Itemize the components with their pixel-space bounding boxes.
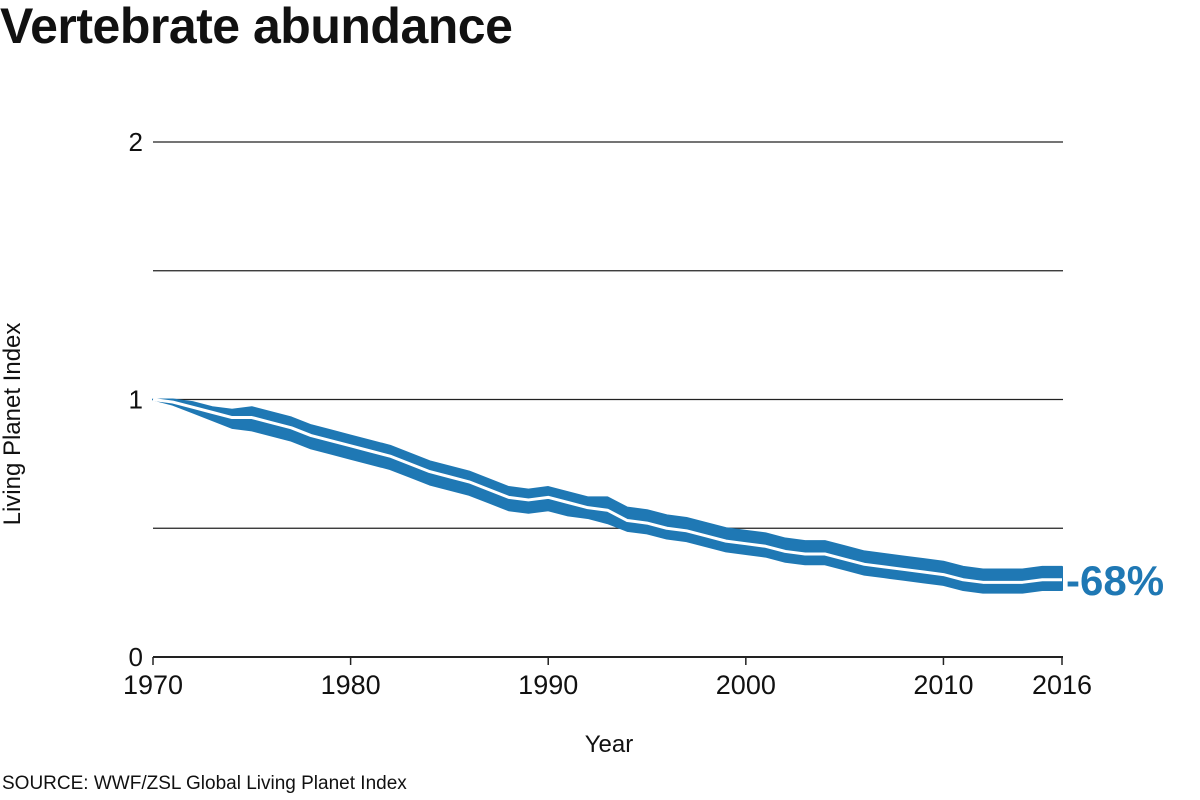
x-tick-label: 1980 (321, 670, 381, 700)
x-tick-label: 2010 (913, 670, 973, 700)
chart-title: Vertebrate abundance (0, 0, 513, 54)
index-line (152, 398, 1062, 584)
y-axis-title: Living Planet Index (0, 323, 26, 526)
x-tick-label: 1970 (123, 670, 183, 700)
x-axis-title: Year (585, 731, 634, 758)
x-tick-label: 1990 (518, 670, 578, 700)
y-tick-label: 1 (129, 385, 143, 415)
y-tick-label: 2 (129, 127, 143, 157)
x-tick-label: 2016 (1032, 670, 1092, 700)
source-note: SOURCE: WWF/ZSL Global Living Planet Ind… (2, 773, 407, 794)
x-tick-label: 2000 (716, 670, 776, 700)
end-change-label: -68% (1066, 557, 1164, 604)
y-tick-label: 0 (129, 642, 143, 672)
